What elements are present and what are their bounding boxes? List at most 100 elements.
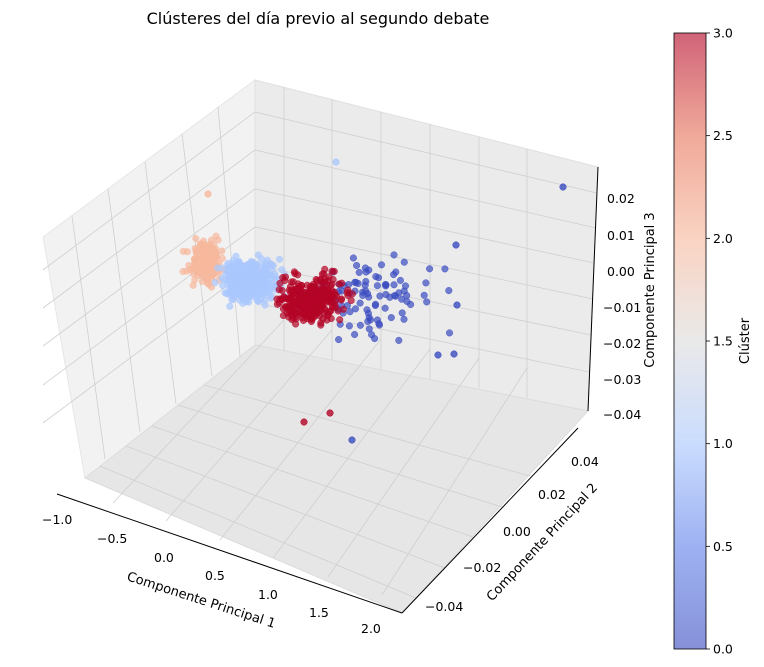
data-point-cluster-2 (214, 236, 222, 244)
grid-line (327, 357, 480, 578)
grid-line (151, 425, 474, 538)
colorbar-tick-label: 0.5 (713, 539, 733, 554)
data-point-cluster-0 (392, 292, 400, 300)
data-point-cluster-0 (395, 336, 403, 344)
data-point-cluster-3 (279, 305, 287, 313)
data-point-cluster-2 (206, 263, 214, 271)
y-tick-label: 0.02 (538, 487, 566, 502)
data-point-cluster-3 (305, 308, 314, 316)
colorbar-tick-label: 0.0 (713, 642, 733, 657)
x-tick-label: 1.5 (309, 605, 329, 620)
data-point-cluster-3 (338, 279, 346, 287)
data-point-cluster-3 (326, 409, 334, 417)
grid-line (42, 264, 256, 424)
data-point-cluster-0 (396, 276, 404, 284)
data-point-cluster-0 (377, 261, 386, 269)
data-point-cluster-3 (347, 296, 355, 305)
data-point-cluster-0 (453, 301, 461, 309)
data-point-cluster-2 (179, 247, 187, 255)
data-point-cluster-0 (445, 329, 454, 337)
data-point-cluster-0 (434, 351, 442, 359)
data-point-cluster-1 (275, 255, 284, 263)
data-point-cluster-0 (441, 265, 449, 273)
data-point-cluster-0 (346, 308, 354, 316)
data-point-cluster-0 (381, 304, 389, 312)
y-tick-label: −0.04 (425, 599, 463, 614)
data-point-cluster-3 (322, 307, 330, 315)
x-tick-label: 0.0 (154, 550, 174, 565)
data-point-cluster-0 (390, 271, 398, 279)
data-point-cluster-2 (218, 254, 226, 262)
grid-line (254, 226, 594, 300)
grid-line (125, 445, 446, 569)
grid-line (165, 329, 333, 522)
data-point-cluster-3 (313, 295, 321, 303)
x-tick-label: 2.0 (361, 621, 381, 636)
data-point-cluster-2 (192, 249, 201, 257)
data-point-cluster-1 (225, 271, 233, 279)
data-point-cluster-2 (201, 267, 209, 276)
data-point-cluster-0 (375, 320, 383, 328)
data-point-cluster-3 (317, 319, 325, 327)
grid-line (254, 149, 597, 229)
data-point-cluster-3 (343, 289, 351, 297)
data-point-cluster-3 (307, 283, 315, 292)
data-point-cluster-0 (365, 313, 373, 322)
data-point-cluster-2 (199, 243, 207, 251)
data-point-cluster-3 (330, 267, 338, 275)
data-point-cluster-0 (400, 287, 408, 295)
x-tick-label: 0.5 (205, 568, 225, 583)
grid-line (107, 188, 141, 433)
data-point-cluster-1 (246, 277, 255, 286)
data-point-cluster-1 (261, 296, 269, 304)
data-point-cluster-2 (204, 190, 212, 198)
x-tick-label: −1.0 (42, 512, 72, 527)
z-tick-label: −0.01 (603, 300, 641, 315)
data-point-cluster-3 (291, 270, 299, 278)
data-point-cluster-3 (320, 270, 328, 278)
data-point-cluster-0 (422, 279, 430, 287)
x-axis-label: Componente Principal 1 (125, 570, 277, 632)
grid-line (177, 404, 503, 508)
data-point-cluster-1 (260, 266, 268, 274)
data-point-cluster-0 (361, 264, 369, 272)
data-point-cluster-3 (339, 305, 347, 313)
data-point-cluster-3 (337, 295, 346, 303)
data-point-cluster-0 (376, 292, 384, 300)
data-point-cluster-3 (336, 316, 344, 324)
data-point-cluster-0 (450, 350, 458, 358)
data-point-cluster-0 (371, 300, 380, 308)
data-point-cluster-0 (452, 241, 460, 249)
colorbar-tick-label: 2.5 (713, 128, 733, 143)
data-point-cluster-1 (218, 264, 227, 272)
data-point-cluster-1 (226, 302, 234, 310)
data-point-cluster-0 (362, 277, 370, 286)
colorbar-tick-label: 1.0 (713, 436, 733, 451)
data-point-cluster-1 (257, 255, 266, 263)
data-point-cluster-0 (365, 325, 373, 333)
data-point-cluster-3 (301, 288, 309, 296)
data-point-cluster-3 (328, 280, 336, 288)
grid-line (254, 188, 595, 264)
data-point-cluster-2 (210, 252, 218, 260)
grid-line (217, 106, 241, 357)
data-point-cluster-1 (332, 158, 340, 166)
data-point-cluster-0 (349, 254, 357, 262)
data-point-cluster-3 (292, 301, 300, 309)
grid-line (254, 264, 592, 336)
data-point-cluster-1 (211, 279, 219, 287)
data-point-cluster-0 (400, 315, 408, 323)
data-point-cluster-3 (331, 296, 339, 304)
data-point-cluster-3 (276, 279, 284, 287)
data-point-cluster-0 (420, 291, 428, 299)
z-tick-label: −0.03 (603, 372, 641, 387)
grid-line (42, 149, 256, 309)
y-tick-label: 0.04 (571, 454, 599, 469)
data-point-cluster-0 (381, 280, 390, 289)
data-point-cluster-0 (400, 258, 408, 266)
scatter-points (179, 158, 567, 444)
data-point-cluster-3 (320, 286, 328, 294)
data-point-cluster-1 (278, 266, 286, 274)
axis-ticks: −1.0 −0.5 0.0 0.5 1.0 1.5 2.0 −0.04 −0.02 0.00 0.0… (42, 191, 641, 636)
